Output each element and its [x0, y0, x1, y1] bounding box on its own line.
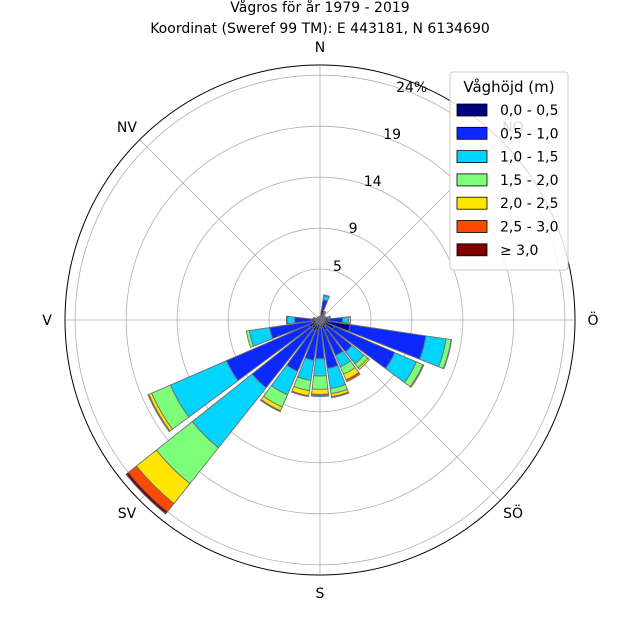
direction-label: V: [42, 313, 52, 329]
bar-segment: [311, 388, 329, 395]
ring-label: 9: [349, 221, 358, 237]
legend-box: [449, 71, 569, 271]
legend-swatch: [456, 126, 488, 140]
radial-tick-labels: 5 9 14 19 24%: [333, 80, 427, 275]
bar-segment: [245, 330, 255, 348]
bar-segment: [285, 315, 289, 325]
bar-segment: [323, 294, 330, 298]
bar-segment: [347, 316, 352, 324]
bar-segment: [330, 391, 350, 399]
legend-label: ≥ 3,0: [500, 243, 538, 259]
chart-subtitle: Koordinat (Sweref 99 TM): E 443181, N 61…: [150, 21, 490, 37]
legend-label: 1,0 - 1,5: [500, 150, 558, 166]
bar-segment: [320, 299, 329, 312]
bar-segment: [442, 339, 453, 370]
ring-label: 14: [364, 174, 382, 190]
legend-swatch: [456, 103, 488, 117]
bar-segment: [345, 371, 361, 383]
bar-segment: [318, 315, 321, 318]
bar-segment: [313, 358, 327, 377]
direction-label: SÖ: [503, 504, 523, 522]
bar-segment: [291, 390, 310, 398]
bar-segment: [259, 398, 282, 413]
direction-label: Ö: [587, 311, 598, 329]
legend-items: 0,0 - 0,5 0,5 - 1,0 1,0 - 1,5 1,5 - 2,0 2,0 …: [456, 103, 558, 259]
legend-swatch: [456, 196, 488, 210]
grid-spoke: [139, 139, 321, 321]
direction-label: SV: [118, 506, 137, 522]
legend-label: 0,5 - 1,0: [500, 126, 558, 142]
legend-label: 2,0 - 2,5: [500, 196, 558, 212]
bar-segment: [286, 315, 296, 325]
legend-label: 0,0 - 0,5: [500, 103, 558, 119]
ring-label: 19: [383, 127, 401, 143]
ring-label: 5: [333, 259, 342, 275]
rose-bars: [64, 64, 576, 576]
legend-title: Våghöjd (m): [463, 78, 554, 96]
legend-label: 1,5 - 2,0: [500, 173, 558, 189]
legend-swatch: [456, 243, 488, 257]
bar-segment: [409, 364, 425, 388]
bar-segment: [357, 357, 371, 371]
legend: Våghöjd (m) 0,0 - 0,5 0,5 - 1,0 1,0 - 1,5 1…: [449, 71, 569, 271]
bar-segment: [311, 375, 329, 390]
bar-segment: [341, 316, 350, 324]
ring-label: 24%: [396, 80, 427, 96]
bar-segment: [310, 393, 330, 397]
outer-ring: [64, 64, 576, 576]
direction-label: NV: [117, 120, 137, 136]
bar-segment: [147, 393, 171, 433]
legend-swatch: [456, 220, 488, 233]
direction-label: S: [316, 586, 325, 602]
legend-label: 2,5 - 3,0: [500, 220, 558, 236]
bar-segment: [328, 315, 332, 319]
bar-segment: [323, 310, 327, 314]
legend-swatch: [456, 173, 488, 187]
legend-swatch: [456, 150, 488, 164]
direction-label: N: [315, 40, 325, 56]
bar-segment: [312, 316, 315, 320]
bar-segment: [125, 471, 169, 515]
chart-title: Vågros för år 1979 - 2019: [230, 0, 409, 16]
